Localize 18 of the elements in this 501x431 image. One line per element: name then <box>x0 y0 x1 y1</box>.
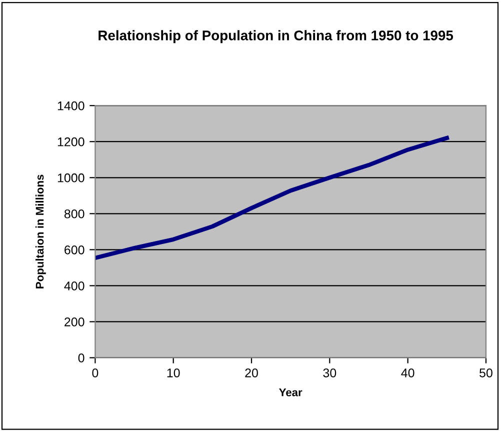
x-axis-title: Year <box>279 388 302 396</box>
x-tick-label: 50 <box>480 368 492 378</box>
x-tick-label: 30 <box>323 368 336 378</box>
y-tick-label: 1000 <box>58 173 84 182</box>
line-series <box>95 136 449 260</box>
y-tick-label: 800 <box>64 209 84 218</box>
x-tick-label: 10 <box>167 368 180 378</box>
x-tick-label: 0 <box>92 368 98 378</box>
x-tick-label: 20 <box>245 368 258 378</box>
y-tick-label: 1400 <box>58 101 84 110</box>
y-tick-label: 600 <box>64 245 84 254</box>
y-tick-label: 200 <box>64 318 84 326</box>
x-tick-label: 40 <box>401 368 414 378</box>
chart-title: Relationship of Population in China from 1950 to 1995 <box>98 30 454 44</box>
y-tick-label: 0 <box>78 354 84 362</box>
y-tick-label: 1200 <box>58 137 84 146</box>
y-tick-label: 400 <box>64 281 84 290</box>
y-axis-title: Popultaion in Millions <box>36 174 46 288</box>
